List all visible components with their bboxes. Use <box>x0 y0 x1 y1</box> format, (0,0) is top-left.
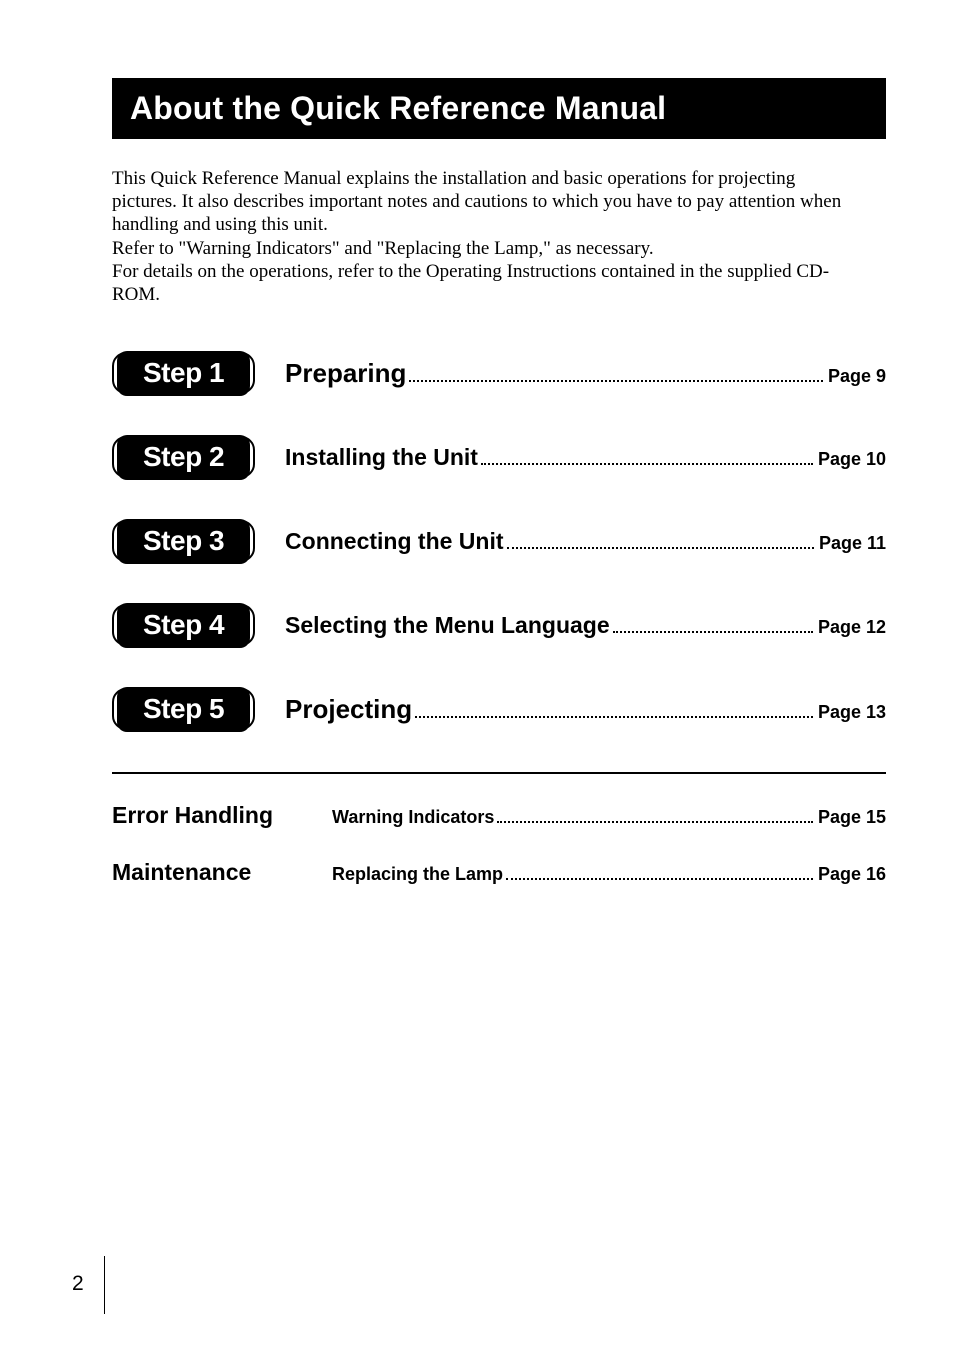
step-badge-label: Step 5 <box>117 687 250 732</box>
step-badge-label: Step 2 <box>117 435 250 480</box>
leader-dots <box>409 370 823 382</box>
step-page: Page 10 <box>818 449 886 470</box>
intro-line-1: This Quick Reference Manual explains the… <box>112 168 795 189</box>
steps-list: Step 1 Preparing Page 9 Step 2 Installin… <box>112 352 886 730</box>
step-row-1: Step 1 Preparing Page 9 <box>112 352 886 394</box>
step-badge-3: Step 3 <box>112 520 255 562</box>
step-badge-label: Step 3 <box>117 519 250 564</box>
page: About the Quick Reference Manual This Qu… <box>0 0 954 1352</box>
step-badge-4: Step 4 <box>112 604 255 646</box>
step-title: Preparing <box>285 358 406 389</box>
bottom-row-maintenance: Maintenance Replacing the Lamp Page 16 <box>112 859 886 886</box>
bottom-page: Page 16 <box>818 864 886 885</box>
step-badge-5: Step 5 <box>112 688 255 730</box>
step-page: Page 11 <box>819 533 886 554</box>
step-page: Page 12 <box>818 617 886 638</box>
step-title: Connecting the Unit <box>285 528 503 555</box>
intro-line-4: Refer to "Warning Indicators" and "Repla… <box>112 238 654 259</box>
title-bar: About the Quick Reference Manual <box>112 78 886 139</box>
step-title: Installing the Unit <box>285 444 478 471</box>
leader-dots <box>415 706 813 718</box>
step-line: Connecting the Unit Page 11 <box>285 528 886 555</box>
bottom-row-error: Error Handling Warning Indicators Page 1… <box>112 802 886 829</box>
step-badge-label: Step 4 <box>117 603 250 648</box>
intro-line-3: handling and using this unit. <box>112 214 328 235</box>
intro-line-6: ROM. <box>112 284 160 305</box>
leader-dots <box>497 812 813 824</box>
step-row-2: Step 2 Installing the Unit Page 10 <box>112 436 886 478</box>
step-badge-2: Step 2 <box>112 436 255 478</box>
step-badge-label: Step 1 <box>117 351 250 396</box>
bottom-left-heading: Maintenance <box>112 859 328 886</box>
leader-dots <box>481 453 813 465</box>
bottom-page: Page 15 <box>818 807 886 828</box>
step-title: Projecting <box>285 694 412 725</box>
step-page: Page 13 <box>818 702 886 723</box>
bottom-left-heading: Error Handling <box>112 802 328 829</box>
bottom-line: Warning Indicators Page 15 <box>332 807 886 828</box>
step-title: Selecting the Menu Language <box>285 612 610 639</box>
leader-dots <box>506 869 813 881</box>
step-row-4: Step 4 Selecting the Menu Language Page … <box>112 604 886 646</box>
step-line: Preparing Page 9 <box>285 358 886 389</box>
step-badge-1: Step 1 <box>112 352 255 394</box>
intro-line-5: For details on the operations, refer to … <box>112 261 829 282</box>
step-row-3: Step 3 Connecting the Unit Page 11 <box>112 520 886 562</box>
step-page: Page 9 <box>828 366 886 387</box>
intro-line-2: pictures. It also describes important no… <box>112 191 841 212</box>
page-title: About the Quick Reference Manual <box>130 90 666 126</box>
bottom-title: Warning Indicators <box>332 807 494 828</box>
step-line: Installing the Unit Page 10 <box>285 444 886 471</box>
leader-dots <box>507 537 814 549</box>
step-row-5: Step 5 Projecting Page 13 <box>112 688 886 730</box>
bottom-line: Replacing the Lamp Page 16 <box>332 864 886 885</box>
bottom-title: Replacing the Lamp <box>332 864 503 885</box>
page-number-rule <box>104 1256 105 1314</box>
page-number: 2 <box>72 1272 84 1296</box>
divider <box>112 772 886 774</box>
step-line: Projecting Page 13 <box>285 694 886 725</box>
intro-text: This Quick Reference Manual explains the… <box>112 167 886 306</box>
leader-dots <box>613 621 813 633</box>
step-line: Selecting the Menu Language Page 12 <box>285 612 886 639</box>
